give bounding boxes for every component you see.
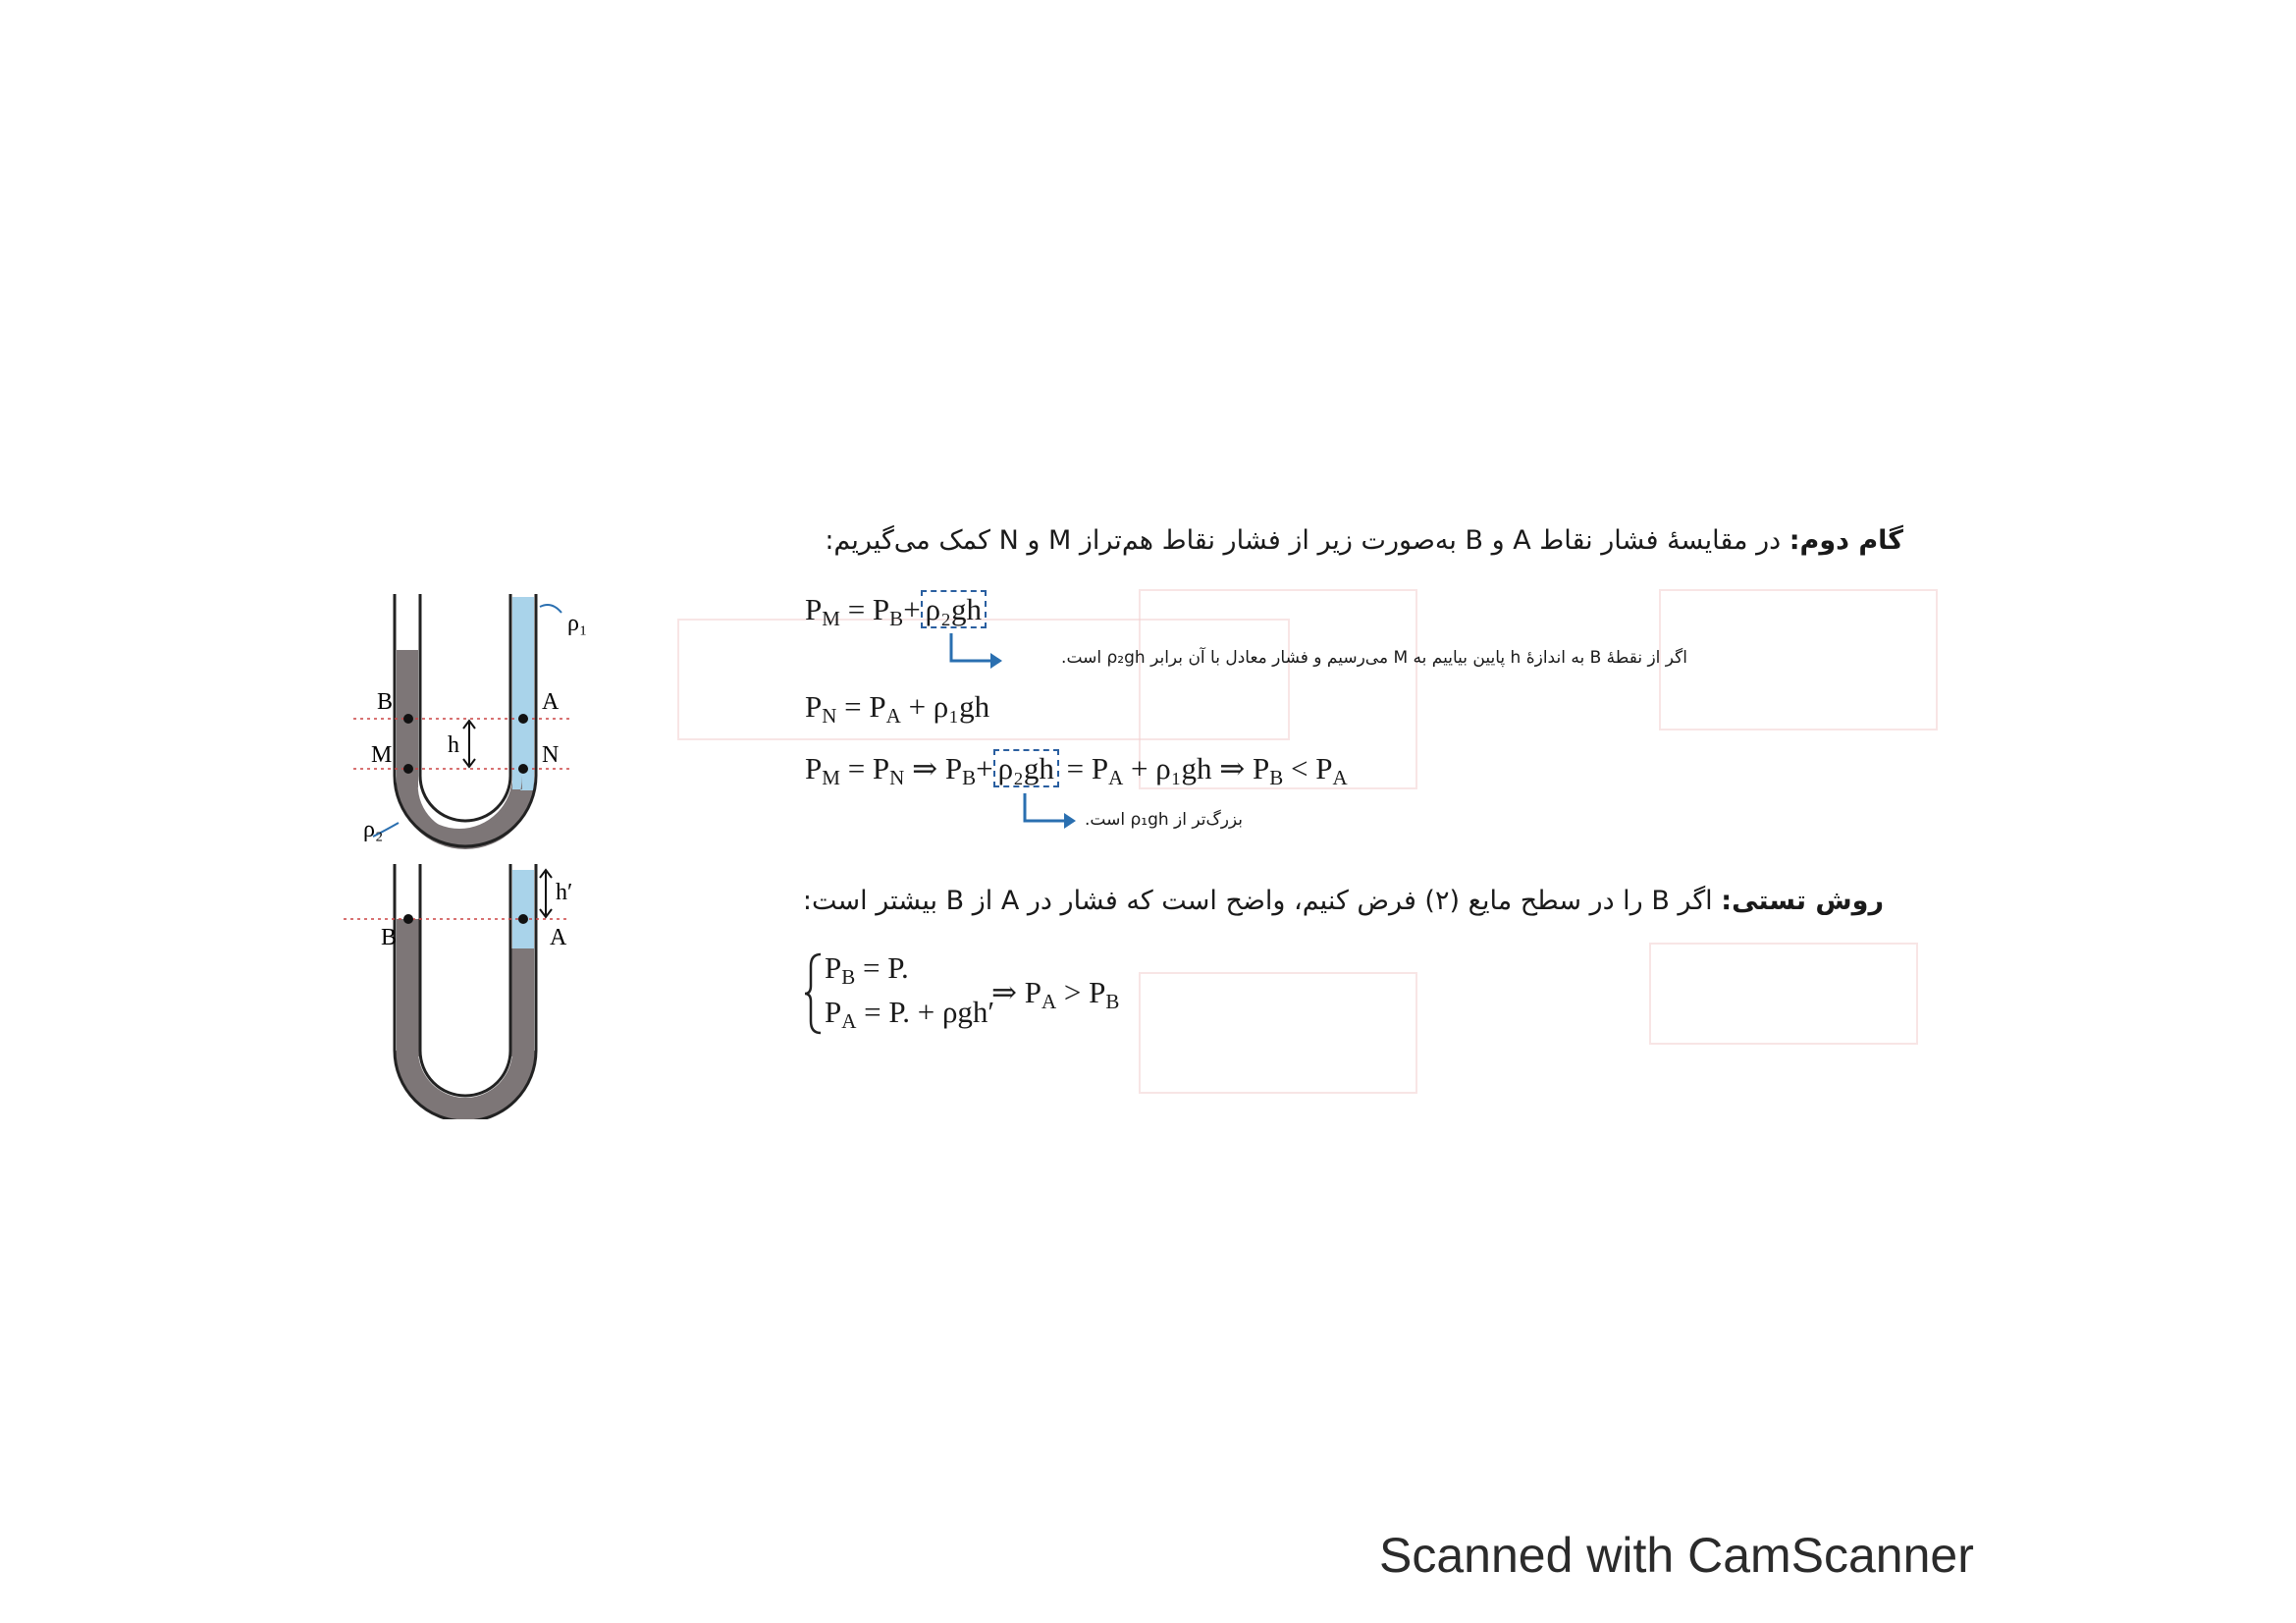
u-tube-figure-2: h′ B A	[344, 864, 572, 1119]
rho2-label: ρ₂	[363, 817, 383, 842]
system-line-2: PA = P. + ρgh′	[825, 995, 995, 1033]
step2-text: در مقایسهٔ فشار نقاط A و B به‌صورت زیر ا…	[825, 525, 1789, 556]
point-N-label: N	[542, 742, 559, 768]
boxed-term: ρ₂gh	[992, 749, 1059, 787]
system-implication: ⇒ PA > PB	[991, 975, 1120, 1013]
arrow-icon	[949, 633, 1002, 669]
u-tube-figure-1: ρ₁ ρ₂ B A M N h	[353, 594, 587, 849]
test-text: اگر B را در سطح مایع (۲) فرض کنیم، واضح …	[802, 886, 1722, 916]
bleed-through-box	[1139, 589, 1417, 789]
test-method-heading: روش تستی: اگر B را در سطح مایع (۲) فرض ک…	[803, 879, 1884, 924]
height-h-label: h	[448, 732, 459, 758]
point-B-label: B	[377, 689, 393, 715]
point-A-label: A	[550, 925, 567, 950]
point-B-label: B	[381, 925, 397, 950]
equation-pm: PM = PB+ ρ₂gh	[805, 590, 987, 631]
step2-heading: گام دوم: در مقایسهٔ فشار نقاط A و B به‌ص…	[725, 518, 1903, 564]
note-pm: اگر از نقطهٔ B به اندازهٔ h پایین بیاییم…	[1061, 648, 1687, 668]
equation-pn: PN = PA + ρ₁gh	[805, 689, 990, 728]
rho1-label: ρ₁	[567, 611, 587, 636]
bleed-through-box	[1139, 972, 1417, 1094]
test-title: روش تستی:	[1721, 886, 1884, 916]
bleed-through-box	[1659, 589, 1938, 730]
bleed-through-box	[677, 619, 1290, 740]
equation-pm-pn: PM = PN ⇒ PB+ ρ₂gh = PA + ρ₁gh ⇒ PB < PA	[805, 749, 1348, 789]
bleed-through-box	[1649, 943, 1918, 1045]
point-M-label: M	[371, 742, 392, 768]
brace-icon	[805, 952, 822, 1035]
system-line-1: PB = P.	[825, 950, 909, 989]
step2-title: گام دوم:	[1789, 525, 1903, 556]
height-h-prime-label: h′	[556, 880, 572, 905]
camscanner-watermark: Scanned with CamScanner	[1379, 1528, 1974, 1583]
arrow-icon	[1023, 793, 1076, 829]
boxed-term: ρ₂gh	[920, 590, 987, 628]
note-larger: بزرگ‌تر از ρ₁gh است.	[1085, 810, 1244, 830]
point-A-label: A	[542, 689, 560, 715]
